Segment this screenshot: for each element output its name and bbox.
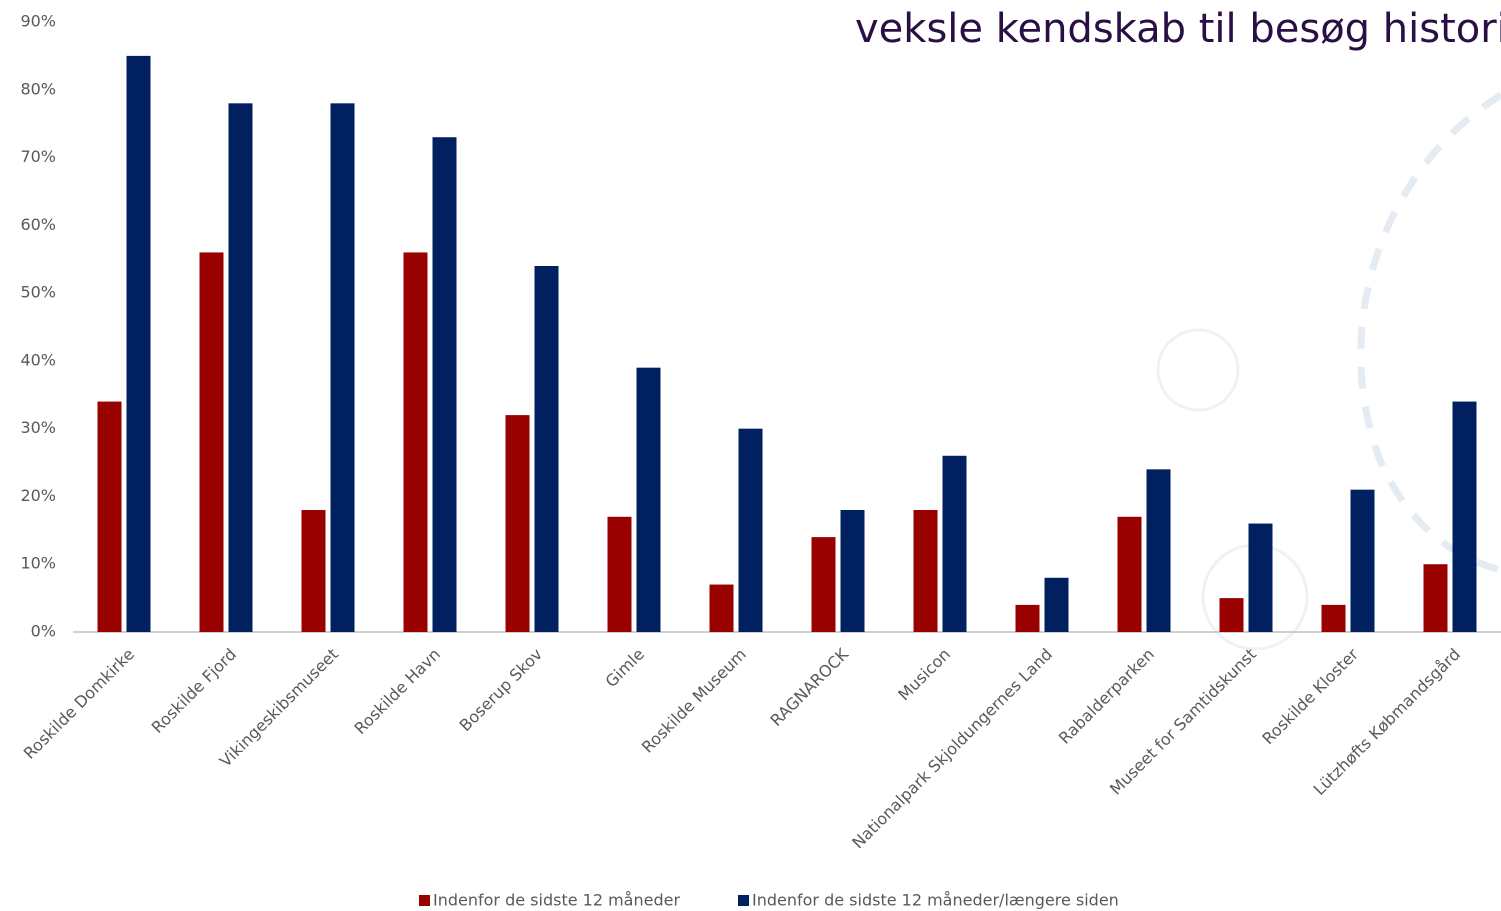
bar [1424,564,1448,632]
x-tick-label: Roskilde Havn [351,645,444,738]
bar [812,537,836,632]
bar [1147,469,1171,632]
x-tick-label: Boserup Skov [455,645,546,736]
y-tick-label: 10% [20,554,56,573]
bar [200,252,224,632]
chart: veksle kendskab til besøg historis 0% 10%… [0,0,1501,911]
x-tick-label: RAGNAROCK [767,644,853,730]
bar [229,103,253,632]
legend-label: Indenfor de sidste 12 måneder/længere si… [752,891,1119,910]
bar [914,510,938,632]
y-tick-label: 30% [20,418,56,437]
decoration [1361,95,1501,570]
y-tick-label: 40% [20,350,56,369]
bar [98,402,122,632]
bar [1118,517,1142,632]
bar [433,137,457,632]
x-tick-label: Rabalderparken [1055,645,1158,748]
x-tick-label: Roskilde Fjord [148,645,240,737]
bar [535,266,559,632]
y-tick-label: 0% [31,622,56,641]
bar [739,429,763,632]
x-tick-label: Nationalpark Skjoldungernes Land [848,645,1056,853]
bar [1249,524,1273,632]
bar [943,456,967,632]
legend-label: Indenfor de sidste 12 måneder [433,891,680,910]
x-tick-label: Vikingeskibsmuseet [216,645,342,771]
chart-title: veksle kendskab til besøg historis [855,6,1501,52]
x-tick-label: Roskilde Domkirke [20,645,138,763]
legend-swatch [419,895,430,906]
bar [710,585,734,632]
y-tick-label: 90% [20,12,56,31]
bar [1453,402,1477,632]
y-tick-label: 20% [20,486,56,505]
x-tick-label: Roskilde Kloster [1258,644,1362,748]
y-tick-label: 50% [20,283,56,302]
bar [637,368,661,632]
bar [1322,605,1346,632]
y-tick-label: 70% [20,147,56,166]
bar [841,510,865,632]
bar [1045,578,1069,632]
bar [404,252,428,632]
bar [1351,490,1375,632]
x-tick-label: Roskilde Museum [638,645,750,757]
bar [506,415,530,632]
legend-swatch [738,895,749,906]
y-tick-label: 80% [20,79,56,98]
dashed-arc [1361,95,1501,570]
bar [302,510,326,632]
bar [331,103,355,632]
bar [1220,598,1244,632]
bar [1016,605,1040,632]
decor-circle [1158,330,1238,410]
x-tick-label: Musicon [894,645,954,705]
x-tick-label: Gimle [602,645,648,691]
y-tick-label: 60% [20,215,56,234]
bar [608,517,632,632]
bar [127,56,151,632]
